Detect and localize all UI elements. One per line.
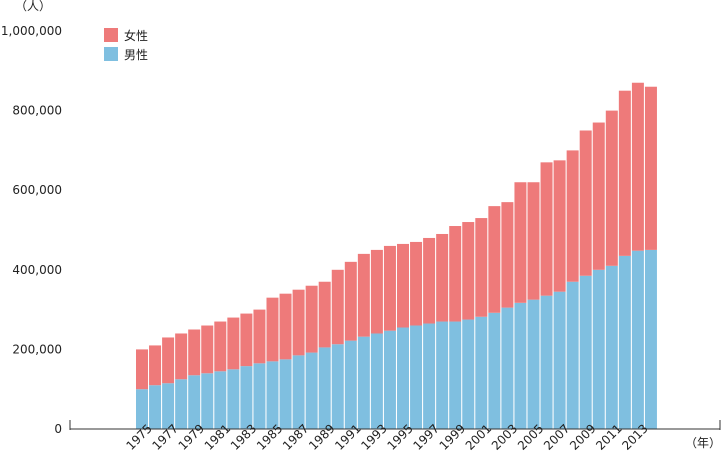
bar-female-1987 [292,289,305,356]
bar-male-1994 [383,330,396,429]
axes-group [69,420,721,430]
bar-male-2004 [514,302,527,429]
legend-swatch-female [104,28,118,42]
bar-female-2005 [527,182,540,300]
bar-male-2014 [644,249,657,429]
bar-female-2001 [475,218,488,317]
bar-female-1996 [410,241,423,326]
bar-female-1979 [188,329,201,376]
bar-male-2011 [605,265,618,429]
bar-female-1988 [305,285,318,353]
bar-female-2013 [631,82,644,251]
bar-female-1998 [436,233,449,322]
legend-label-female: 女性 [124,28,148,43]
bar-male-1975 [136,389,148,429]
bar-male-2012 [618,255,631,429]
bar-female-2012 [618,90,631,256]
bar-female-1995 [397,243,409,328]
y-tick-label: 400,000 [12,263,62,277]
bar-male-2005 [527,299,540,429]
bar-male-1987 [292,355,305,429]
x-unit-label: （年） [685,436,721,450]
bar-female-2014 [644,86,657,250]
bar-female-1999 [449,226,462,322]
bar-male-1995 [397,327,409,429]
bar-male-1983 [240,366,253,429]
bar-female-1993 [370,249,383,334]
bar-female-2011 [605,110,618,266]
bar-male-1977 [162,383,175,429]
bar-male-1982 [227,369,240,429]
legend: 女性 男性 [104,28,148,62]
bar-female-1992 [357,253,370,337]
bar-female-1981 [214,321,227,372]
bar-female-1975 [136,349,148,390]
bar-female-2008 [566,150,579,282]
bar-male-1993 [370,333,383,429]
y-tick-label: 800,000 [12,104,62,118]
bar-male-1992 [357,336,370,429]
bars-group [136,82,657,429]
bar-male-2003 [501,307,514,429]
bar-male-1997 [423,323,436,429]
bar-male-1976 [149,385,162,429]
bar-male-2010 [592,269,605,429]
bar-male-2009 [579,275,592,429]
bar-female-1991 [344,261,357,341]
bar-female-2004 [514,182,527,303]
bar-male-2007 [553,291,566,429]
y-unit-label: （人） [15,0,51,13]
bar-female-1986 [279,293,292,360]
bar-female-2007 [553,160,566,292]
bar-female-1989 [318,281,331,348]
bar-female-2006 [540,162,553,296]
bar-male-1986 [279,359,292,429]
bar-female-1977 [162,337,175,384]
bar-female-1983 [240,313,253,367]
bar-female-2003 [501,202,514,308]
bar-female-2010 [592,122,605,270]
y-tick-label: 200,000 [12,342,62,356]
bar-male-2006 [540,295,553,429]
bar-female-1984 [253,309,266,364]
y-tick-label: 600,000 [12,183,62,197]
bar-female-2000 [462,222,475,320]
bar-female-2009 [579,130,592,276]
bar-male-1980 [201,373,214,429]
bar-female-1978 [175,333,188,380]
bar-male-1989 [318,347,331,429]
bar-male-1996 [410,325,423,429]
bar-female-1980 [201,325,214,374]
bar-male-2000 [462,319,475,429]
bar-male-1990 [331,344,344,429]
bar-male-2013 [631,250,644,429]
bar-male-1985 [266,361,279,429]
legend-label-male: 男性 [124,48,148,62]
bar-female-1997 [423,237,436,324]
bar-male-1984 [253,363,266,429]
bar-female-1976 [149,345,162,386]
bar-male-2002 [488,312,501,429]
bar-male-1979 [188,375,201,429]
bar-male-2001 [475,316,488,429]
y-tick-labels: 0 200,000 400,000 600,000 800,000 1,000,000 [1,24,62,436]
bar-female-1982 [227,317,240,370]
y-tick-label: 0 [54,422,62,436]
bar-male-1999 [449,321,462,429]
y-tick-label: 1,000,000 [1,24,62,38]
bar-female-1985 [266,297,279,362]
bar-male-1978 [175,379,188,429]
bar-male-1981 [214,371,227,429]
bar-female-1994 [383,245,396,331]
bar-female-1990 [331,269,344,345]
bar-male-1988 [305,352,318,429]
bar-male-1991 [344,340,357,429]
legend-swatch-male [104,47,118,61]
bar-male-1998 [436,321,449,429]
bar-female-2002 [488,206,501,313]
bar-male-2008 [566,281,579,429]
